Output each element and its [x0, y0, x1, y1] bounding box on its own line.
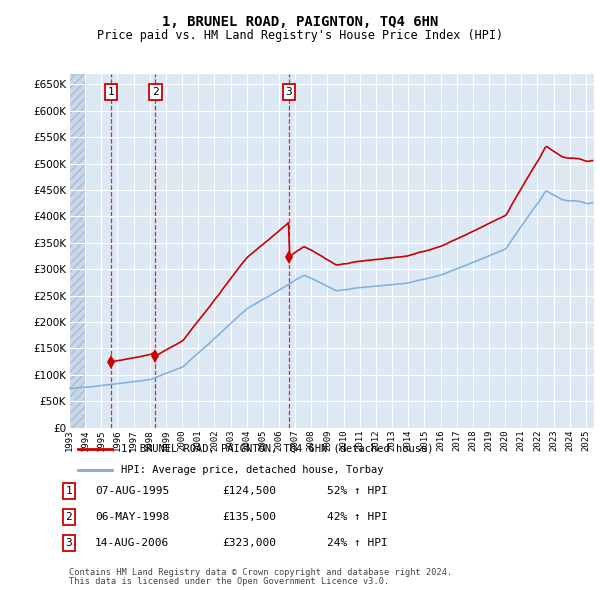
- Text: This data is licensed under the Open Government Licence v3.0.: This data is licensed under the Open Gov…: [69, 578, 389, 586]
- Text: 1, BRUNEL ROAD, PAIGNTON, TQ4 6HN: 1, BRUNEL ROAD, PAIGNTON, TQ4 6HN: [162, 15, 438, 29]
- Text: 1: 1: [107, 87, 114, 97]
- Text: Price paid vs. HM Land Registry's House Price Index (HPI): Price paid vs. HM Land Registry's House …: [97, 30, 503, 42]
- Text: 3: 3: [65, 538, 73, 548]
- Text: 2: 2: [65, 512, 73, 522]
- Text: 07-AUG-1995: 07-AUG-1995: [95, 486, 169, 496]
- Text: 1: 1: [65, 486, 73, 496]
- Text: 52% ↑ HPI: 52% ↑ HPI: [327, 486, 388, 496]
- Text: £135,500: £135,500: [222, 512, 276, 522]
- Text: 3: 3: [286, 87, 292, 97]
- Text: 42% ↑ HPI: 42% ↑ HPI: [327, 512, 388, 522]
- Text: 2: 2: [152, 87, 159, 97]
- Text: £124,500: £124,500: [222, 486, 276, 496]
- Text: 1, BRUNEL ROAD, PAIGNTON, TQ4 6HN (detached house): 1, BRUNEL ROAD, PAIGNTON, TQ4 6HN (detac…: [121, 444, 433, 454]
- Text: £323,000: £323,000: [222, 538, 276, 548]
- Text: HPI: Average price, detached house, Torbay: HPI: Average price, detached house, Torb…: [121, 465, 383, 475]
- Text: 06-MAY-1998: 06-MAY-1998: [95, 512, 169, 522]
- Text: Contains HM Land Registry data © Crown copyright and database right 2024.: Contains HM Land Registry data © Crown c…: [69, 568, 452, 577]
- Text: 14-AUG-2006: 14-AUG-2006: [95, 538, 169, 548]
- Text: 24% ↑ HPI: 24% ↑ HPI: [327, 538, 388, 548]
